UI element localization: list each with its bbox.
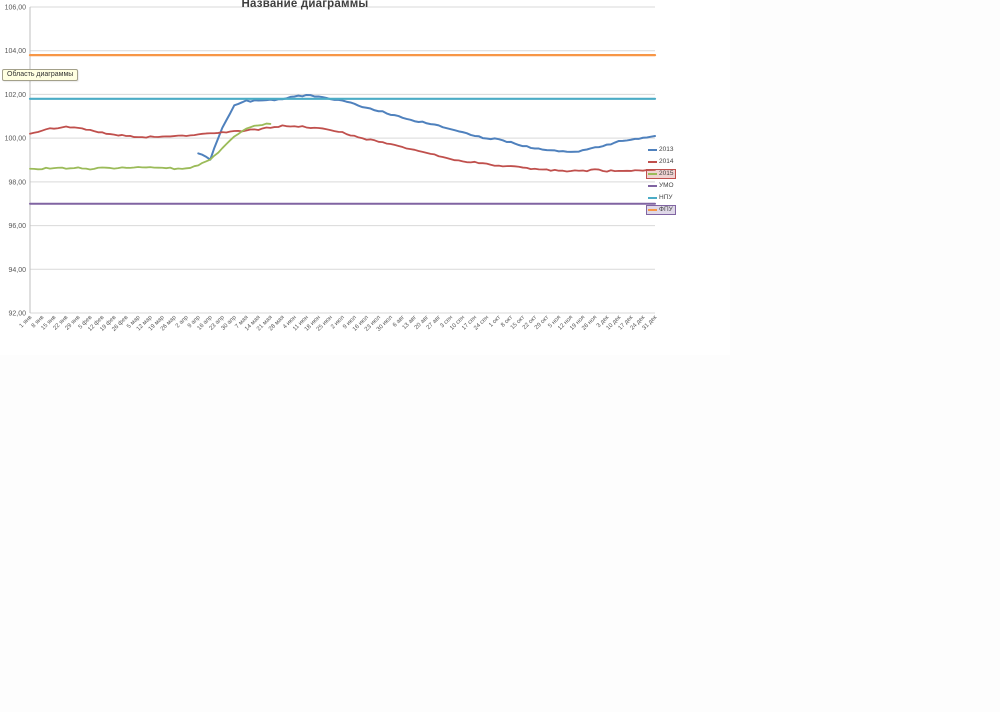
legend-marker-2013-icon (648, 149, 657, 151)
chart-area-tooltip: Область диаграммы (2, 69, 79, 81)
legend-marker-УМО-icon (648, 185, 657, 187)
gridlines (30, 6, 655, 314)
legend[interactable]: 2013 2014 2015 УМО НПУ ФПУ (646, 145, 676, 217)
series-line-2014[interactable] (29, 124, 656, 173)
series-line-2013[interactable] (197, 93, 656, 161)
legend-marker-НПУ-icon (648, 197, 657, 199)
legend-item-УМО[interactable]: УМО (646, 181, 676, 191)
series-line-2015[interactable] (29, 122, 272, 171)
y-tick-label: 104,00 (5, 48, 27, 55)
legend-label: ФПУ (659, 206, 673, 213)
legend-item-ФПУ[interactable]: ФПУ (646, 205, 676, 215)
legend-label: УМО (659, 182, 674, 189)
y-tick-label: 102,00 (5, 92, 27, 99)
y-tick-label: 96,00 (8, 223, 26, 230)
tooltip-text: Область диаграммы (7, 71, 74, 78)
legend-label: 2015 (659, 170, 674, 177)
legend-label: НПУ (659, 194, 673, 201)
y-tick-label: 100,00 (5, 136, 27, 143)
legend-label: 2014 (659, 158, 674, 165)
legend-item-2014[interactable]: 2014 (646, 157, 676, 167)
y-axis[interactable]: 92,00 94,00 96,00 98,00 100,00 102,00 104,00 10… (5, 5, 31, 318)
legend-item-НПУ[interactable]: НПУ (646, 193, 676, 203)
x-tick-label: 1 окт (488, 314, 502, 328)
legend-item-2015[interactable]: 2015 (646, 169, 676, 179)
legend-marker-2015-icon (648, 173, 657, 175)
chart-area[interactable]: 92,00 94,00 96,00 98,00 100,00 102,00 104,00 10… (0, 0, 730, 355)
plot-area[interactable]: 92,00 94,00 96,00 98,00 100,00 102,00 104,00 10… (0, 0, 730, 355)
legend-marker-ФПУ-icon (648, 209, 657, 211)
chart-title[interactable]: Название диаграммы (241, 0, 369, 10)
x-tick-label: 27 авг (426, 314, 443, 331)
legend-item-2013[interactable]: 2013 (646, 145, 676, 155)
y-tick-label: 94,00 (8, 267, 26, 274)
x-tick-label: 29 окт (534, 314, 551, 331)
y-tick-label: 98,00 (8, 179, 26, 186)
legend-label: 2013 (659, 146, 674, 153)
legend-marker-2014-icon (648, 161, 657, 163)
y-tick-label: 92,00 (8, 311, 26, 318)
y-tick-label: 106,00 (5, 5, 27, 12)
